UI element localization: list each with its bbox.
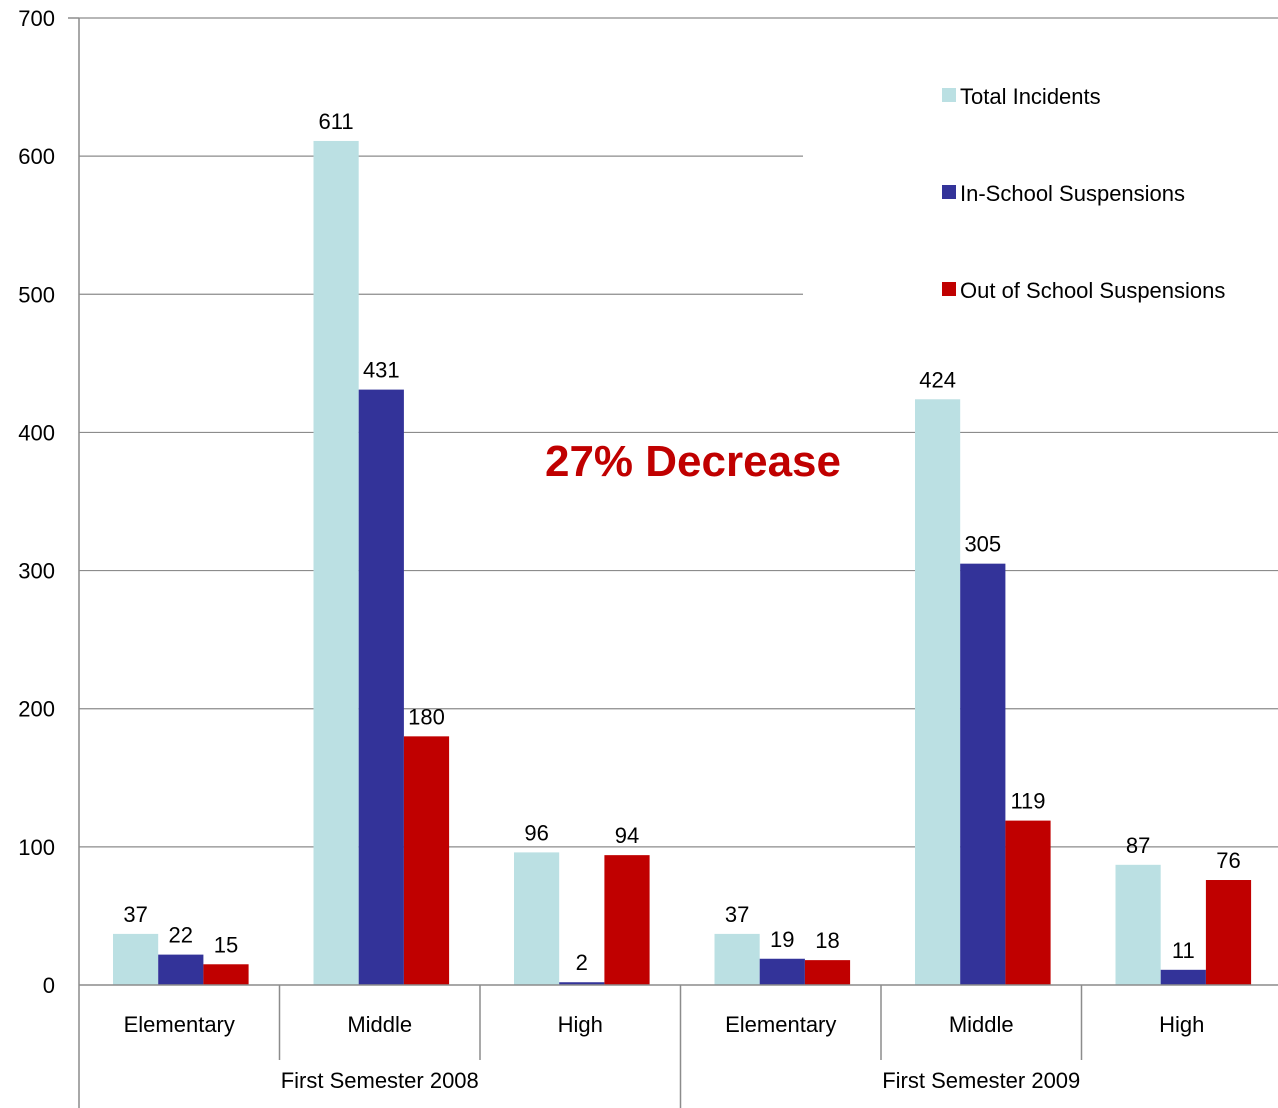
bar xyxy=(1115,864,1161,985)
bar xyxy=(1005,820,1051,985)
y-tick-label: 0 xyxy=(43,973,55,998)
bar xyxy=(1205,880,1252,985)
gridlines xyxy=(79,17,1278,848)
y-axis-ticks: 0 100 200 300 400 500 600 700 xyxy=(18,6,55,998)
data-label: 76 xyxy=(1216,848,1240,873)
bar xyxy=(358,389,404,986)
decrease-annotation: 27% Decrease xyxy=(545,437,841,486)
group-label: First Semester 2008 xyxy=(281,1068,479,1093)
y-tick-label: 600 xyxy=(18,144,55,169)
data-label: 2 xyxy=(576,950,588,975)
bar xyxy=(1160,969,1206,985)
bar xyxy=(759,958,805,985)
category-label: Elementary xyxy=(725,1012,836,1037)
group-label: First Semester 2009 xyxy=(882,1068,1080,1093)
data-label: 87 xyxy=(1126,833,1150,858)
legend-label: In-School Suspensions xyxy=(960,181,1185,206)
data-label: 180 xyxy=(408,704,445,729)
bar xyxy=(203,964,249,985)
data-label: 19 xyxy=(770,927,794,952)
legend-swatch xyxy=(942,282,956,296)
category-label: Middle xyxy=(347,1012,412,1037)
data-label: 15 xyxy=(214,932,238,957)
bar xyxy=(313,140,359,985)
legend-label: Out of School Suspensions xyxy=(960,278,1225,303)
category-label: Elementary xyxy=(124,1012,235,1037)
data-label: 96 xyxy=(524,820,548,845)
bar xyxy=(714,933,760,985)
bar xyxy=(403,736,450,985)
y-tick-label: 500 xyxy=(18,282,55,307)
data-label: 94 xyxy=(615,823,639,848)
data-label: 611 xyxy=(319,109,354,134)
data-label: 18 xyxy=(815,928,839,953)
data-label: 11 xyxy=(1172,938,1195,963)
bar xyxy=(804,960,851,985)
bar xyxy=(915,399,961,985)
category-label: High xyxy=(558,1012,603,1037)
legend-swatch xyxy=(942,88,956,102)
category-labels: Elementary Middle High First Semester 2008 E… xyxy=(124,1012,1205,1093)
data-labels: 37 611 96 37 424 87 22 431 2 19 305 11 15 180 94 18 119 7… xyxy=(123,109,1240,975)
bar xyxy=(559,982,605,985)
y-tick-label: 400 xyxy=(18,420,55,445)
legend-label: Total Incidents xyxy=(960,84,1101,109)
y-tick-label: 200 xyxy=(18,697,55,722)
legend: Total Incidents In-School Suspensions Out … xyxy=(942,84,1225,303)
y-tick-label: 300 xyxy=(18,559,55,584)
data-label: 22 xyxy=(169,923,193,948)
data-label: 119 xyxy=(1010,789,1045,814)
y-tick-label: 700 xyxy=(18,6,55,31)
bar xyxy=(604,855,650,985)
category-label: High xyxy=(1159,1012,1204,1037)
data-label: 424 xyxy=(919,367,956,392)
bar xyxy=(158,954,204,985)
category-label: Middle xyxy=(949,1012,1014,1037)
bar xyxy=(960,563,1006,985)
legend-swatch xyxy=(942,185,956,199)
bar xyxy=(113,933,159,985)
bar xyxy=(514,852,560,985)
y-tick-label: 100 xyxy=(18,835,55,860)
bars xyxy=(113,140,1252,986)
axes xyxy=(68,17,1278,1108)
data-label: 37 xyxy=(725,902,749,927)
data-label: 431 xyxy=(363,358,400,383)
data-label: 305 xyxy=(964,532,1001,557)
data-label: 37 xyxy=(123,902,147,927)
